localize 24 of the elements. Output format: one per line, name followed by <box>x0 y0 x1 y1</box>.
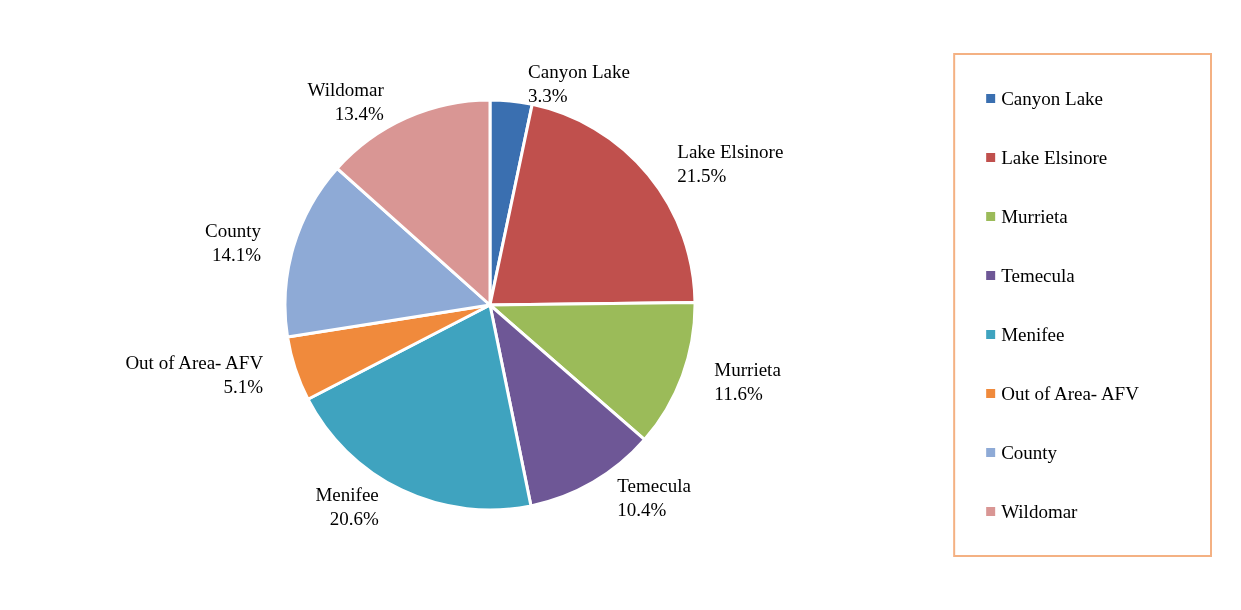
legend-label: Wildomar <box>1001 501 1079 522</box>
data-label: 3.3% <box>528 84 568 106</box>
legend-label: Murrieta <box>1001 206 1069 227</box>
data-label: 10.4% <box>617 499 667 521</box>
legend-label: County <box>1001 442 1058 463</box>
data-label: 14.1% <box>211 243 262 265</box>
legend-label: Menifee <box>1001 324 1065 345</box>
slice-label: Menifee <box>315 483 379 505</box>
slice-label: Murrieta <box>714 359 782 381</box>
slice-label: Canyon Lake <box>528 60 630 82</box>
legend-label: Out of Area- AFV <box>1001 383 1140 404</box>
slice-label: Lake Elsinore <box>677 140 784 162</box>
slice-label: County <box>205 219 262 241</box>
slice-label: Wildomar <box>307 78 385 100</box>
data-label: 20.6% <box>329 507 379 529</box>
legend-label: Temecula <box>1001 265 1076 286</box>
data-label: 5.1% <box>223 376 264 398</box>
legend-label: Lake Elsinore <box>1001 147 1108 168</box>
slice-label: Out of Area- AFV <box>125 352 264 374</box>
data-label: 21.5% <box>677 164 727 186</box>
data-label: 11.6% <box>714 383 763 405</box>
data-label: 13.4% <box>334 102 385 124</box>
slice-label: Temecula <box>617 475 692 497</box>
legend-label: Canyon Lake <box>1001 88 1103 109</box>
